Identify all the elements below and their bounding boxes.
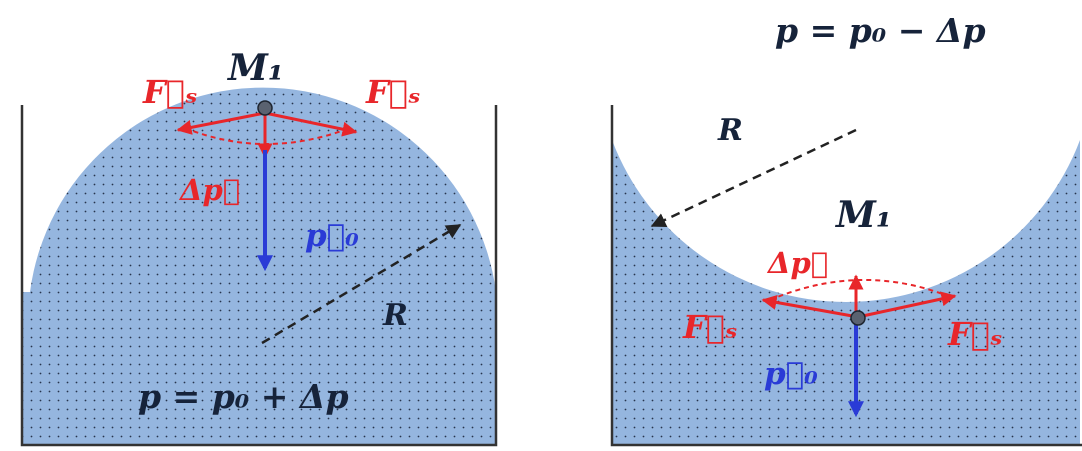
right-point-m1	[850, 310, 866, 326]
left-point-label: M₁	[226, 47, 284, 89]
right-liquid-concave	[612, 140, 1080, 445]
left-panel: M₁ F⃗ₛ F⃗ₛ Δp⃗ p⃗₀ R p = p₀ + Δp	[20, 47, 498, 447]
right-pressure-equation: p = p₀ − Δp	[775, 11, 986, 50]
right-tension-force-right-arrow	[857, 291, 957, 319]
left-delta-p-label: Δp⃗	[178, 173, 240, 207]
left-pressure-equation: p = p₀ + Δp	[138, 377, 349, 416]
right-radius-label: R	[717, 113, 743, 148]
left-force-left-label: F⃗ₛ	[142, 73, 198, 111]
left-tension-force-right-arrow	[264, 111, 358, 137]
left-radius-arrow	[261, 223, 462, 345]
left-radius-label: R	[382, 298, 408, 333]
right-force-left-label: F⃗ₛ	[682, 308, 738, 346]
left-tension-force-left-arrow	[176, 111, 266, 135]
left-force-right-label: F⃗ₛ	[365, 73, 421, 111]
right-point-label: M₁	[834, 194, 892, 236]
right-p0-label: p⃗₀	[764, 356, 818, 392]
right-tension-force-left-arrow	[761, 294, 859, 319]
right-panel: p = p₀ − Δp R M₁ Δp⃗ F⃗ₛ F⃗ₛ p⃗₀	[610, 11, 1082, 447]
right-delta-p-label: Δp⃗	[766, 246, 828, 280]
left-p0-label: p⃗₀	[305, 218, 359, 254]
left-point-m1	[257, 100, 273, 116]
right-container-wall	[610, 105, 1082, 447]
right-force-right-label: F⃗ₛ	[947, 315, 1003, 353]
right-radius-arrow	[650, 128, 857, 228]
left-container-wall	[20, 105, 498, 447]
